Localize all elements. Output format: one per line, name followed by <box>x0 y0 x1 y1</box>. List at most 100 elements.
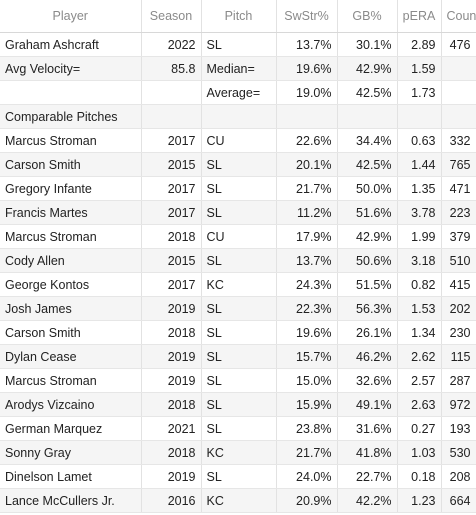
cell-gb: 22.7% <box>337 464 398 489</box>
cell-count: 510 <box>441 248 476 273</box>
cell-player: Dylan Cease <box>0 344 142 369</box>
cell-count: 471 <box>441 176 476 201</box>
cell-pitch: CU <box>201 224 277 249</box>
cell-gb: 50.6% <box>337 248 398 273</box>
cell-player: Carson Smith <box>0 152 142 177</box>
col-header-season[interactable]: Season <box>141 0 202 33</box>
cell-pera: 1.59 <box>397 56 442 81</box>
cell-player: Arodys Vizcaino <box>0 392 142 417</box>
cell-season: 85.8 <box>141 56 202 81</box>
cell-pera: 1.44 <box>397 152 442 177</box>
cell-pitch: SL <box>201 416 277 441</box>
cell-season: 2018 <box>141 440 202 465</box>
cell-season: 2016 <box>141 488 202 513</box>
cell-pera: 1.99 <box>397 224 442 249</box>
cell-gb: 31.6% <box>337 416 398 441</box>
cell-pera: 1.03 <box>397 440 442 465</box>
cell-pera: 1.35 <box>397 176 442 201</box>
cell-gb: 26.1% <box>337 320 398 345</box>
cell-pera: 0.82 <box>397 272 442 297</box>
col-header-player[interactable]: Player <box>0 0 142 33</box>
table-body: Graham Ashcraft 2022 SL 13.7% 30.1% 2.89 476 Av… <box>0 32 476 513</box>
cell-pitch: SL <box>201 320 277 345</box>
cell-pera: 0.63 <box>397 128 442 153</box>
cell-season: 2019 <box>141 296 202 321</box>
cell-player: Comparable Pitches <box>0 104 142 129</box>
cell-player: Marcus Stroman <box>0 368 142 393</box>
header-row: Player Season Pitch SwStr% GB% pERA Coun… <box>0 0 476 33</box>
cell-gb <box>337 104 398 129</box>
cell-swstr: 19.6% <box>276 56 338 81</box>
cell-count <box>441 104 476 129</box>
cell-swstr: 17.9% <box>276 224 338 249</box>
cell-swstr: 15.7% <box>276 344 338 369</box>
col-header-swstr[interactable]: SwStr% <box>276 0 338 33</box>
cell-swstr: 11.2% <box>276 200 338 225</box>
cell-gb: 42.9% <box>337 224 398 249</box>
cell-gb: 42.2% <box>337 488 398 513</box>
cell-swstr: 13.7% <box>276 248 338 273</box>
cell-season: 2017 <box>141 272 202 297</box>
cell-gb: 34.4% <box>337 128 398 153</box>
cell-pitch: KC <box>201 272 277 297</box>
cell-season: 2015 <box>141 248 202 273</box>
cell-pitch: KC <box>201 488 277 513</box>
cell-player: German Marquez <box>0 416 142 441</box>
cell-player: Marcus Stroman <box>0 224 142 249</box>
cell-gb: 32.6% <box>337 368 398 393</box>
cell-player: George Kontos <box>0 272 142 297</box>
cell-pitch: SL <box>201 296 277 321</box>
col-header-pera[interactable]: pERA <box>397 0 442 33</box>
cell-season <box>141 104 202 129</box>
cell-pitch: SL <box>201 32 277 57</box>
cell-pitch: CU <box>201 128 277 153</box>
cell-season: 2019 <box>141 464 202 489</box>
cell-count: 415 <box>441 272 476 297</box>
col-header-pitch[interactable]: Pitch <box>201 0 277 33</box>
cell-gb: 51.5% <box>337 272 398 297</box>
cell-pitch <box>201 104 277 129</box>
cell-swstr: 22.3% <box>276 296 338 321</box>
cell-count: 332 <box>441 128 476 153</box>
cell-gb: 41.8% <box>337 440 398 465</box>
table-row: Cody Allen 2015 SL 13.7% 50.6% 3.18 510 <box>0 248 476 273</box>
cell-gb: 50.0% <box>337 176 398 201</box>
cell-count: 476 <box>441 32 476 57</box>
table-row: German Marquez 2021 SL 23.8% 31.6% 0.27 193 <box>0 416 476 441</box>
cell-count: 230 <box>441 320 476 345</box>
cell-season: 2017 <box>141 128 202 153</box>
cell-swstr: 24.3% <box>276 272 338 297</box>
table-row: Avg Velocity= 85.8 Median= 19.6% 42.9% 1.59 <box>0 56 476 81</box>
cell-count: 193 <box>441 416 476 441</box>
cell-season <box>141 80 202 105</box>
cell-pitch: SL <box>201 392 277 417</box>
cell-season: 2015 <box>141 152 202 177</box>
col-header-gb[interactable]: GB% <box>337 0 398 33</box>
cell-swstr: 19.6% <box>276 320 338 345</box>
cell-gb: 30.1% <box>337 32 398 57</box>
table-row: Carson Smith 2018 SL 19.6% 26.1% 1.34 230 <box>0 320 476 345</box>
table-row: Average= 19.0% 42.5% 1.73 <box>0 80 476 105</box>
cell-player: Josh James <box>0 296 142 321</box>
table-row: Lance McCullers Jr. 2016 KC 20.9% 42.2% 1.23 6… <box>0 488 476 513</box>
table-row: Graham Ashcraft 2022 SL 13.7% 30.1% 2.89 476 <box>0 32 476 57</box>
cell-pitch: SL <box>201 464 277 489</box>
cell-gb: 49.1% <box>337 392 398 417</box>
cell-season: 2019 <box>141 368 202 393</box>
table-row: Comparable Pitches <box>0 104 476 129</box>
cell-pitch: KC <box>201 440 277 465</box>
cell-count: 202 <box>441 296 476 321</box>
cell-pitch: Average= <box>201 80 277 105</box>
table-row: Marcus Stroman 2017 CU 22.6% 34.4% 0.63 332 <box>0 128 476 153</box>
table-row: Dylan Cease 2019 SL 15.7% 46.2% 2.62 115 <box>0 344 476 369</box>
cell-swstr: 15.9% <box>276 392 338 417</box>
table-row: Sonny Gray 2018 KC 21.7% 41.8% 1.03 530 <box>0 440 476 465</box>
cell-pera: 1.34 <box>397 320 442 345</box>
cell-pera: 2.63 <box>397 392 442 417</box>
cell-count: 765 <box>441 152 476 177</box>
cell-count: 664 <box>441 488 476 513</box>
cell-swstr: 15.0% <box>276 368 338 393</box>
col-header-count[interactable]: Count <box>441 0 476 33</box>
cell-count: 115 <box>441 344 476 369</box>
